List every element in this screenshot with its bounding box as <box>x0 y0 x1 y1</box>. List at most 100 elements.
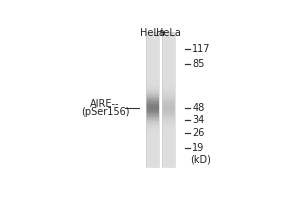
Bar <box>146 87 159 89</box>
Bar <box>163 44 175 45</box>
Bar <box>163 137 175 139</box>
Text: 85: 85 <box>192 59 205 69</box>
Bar <box>146 139 159 140</box>
Bar <box>163 132 175 133</box>
Bar <box>146 63 159 64</box>
Bar <box>146 121 159 122</box>
Bar <box>163 47 175 48</box>
Bar <box>163 106 175 108</box>
Bar <box>146 33 159 34</box>
Bar <box>146 47 159 48</box>
Bar <box>146 80 159 82</box>
Bar <box>146 99 159 101</box>
Bar <box>146 156 159 158</box>
Bar <box>146 152 159 154</box>
Text: 26: 26 <box>192 128 205 138</box>
Bar <box>146 93 159 94</box>
Bar <box>163 48 175 49</box>
Text: HeLa: HeLa <box>156 28 181 38</box>
Bar <box>163 136 175 137</box>
Bar <box>146 78 159 79</box>
Bar <box>146 127 159 128</box>
Bar <box>163 118 175 120</box>
Bar <box>146 36 159 37</box>
Bar <box>163 59 175 60</box>
Bar <box>146 95 159 97</box>
Bar <box>163 55 175 56</box>
Bar <box>163 147 175 148</box>
Bar <box>163 104 175 105</box>
Bar <box>163 158 175 159</box>
Bar <box>146 43 159 44</box>
Bar <box>146 83 159 85</box>
Bar <box>163 36 175 37</box>
Text: 19: 19 <box>192 143 204 153</box>
Bar <box>146 76 159 78</box>
Bar <box>163 110 175 112</box>
Bar <box>163 112 175 113</box>
Bar <box>163 45 175 47</box>
Bar <box>163 93 175 94</box>
Bar <box>146 49 159 51</box>
Bar <box>163 114 175 116</box>
Bar <box>163 150 175 151</box>
Bar <box>163 154 175 155</box>
Bar <box>146 150 159 151</box>
Bar <box>146 118 159 120</box>
Bar <box>146 75 159 76</box>
Bar <box>146 160 159 162</box>
Bar <box>146 86 159 87</box>
Bar <box>146 114 159 116</box>
Bar <box>146 90 159 91</box>
Bar <box>163 82 175 83</box>
Bar <box>146 106 159 108</box>
Bar <box>146 71 159 72</box>
Bar <box>146 135 159 136</box>
Bar <box>163 32 175 33</box>
Bar <box>146 91 159 93</box>
Bar <box>163 162 175 163</box>
Bar <box>163 101 175 102</box>
Bar <box>146 34 159 36</box>
Text: HeLa: HeLa <box>140 28 165 38</box>
Bar <box>146 131 159 132</box>
Bar <box>163 70 175 71</box>
Bar <box>163 34 175 36</box>
Bar <box>146 110 159 112</box>
Bar <box>146 97 159 98</box>
Bar <box>163 71 175 72</box>
Bar <box>163 99 175 101</box>
Bar <box>146 101 159 102</box>
Bar <box>163 108 175 109</box>
Bar <box>163 141 175 143</box>
Bar <box>146 120 159 121</box>
Bar <box>146 129 159 131</box>
Bar <box>146 102 159 104</box>
Bar <box>146 105 159 106</box>
Bar <box>146 98 159 99</box>
Bar <box>146 68 159 70</box>
Bar <box>146 44 159 45</box>
Bar <box>163 133 175 135</box>
Bar <box>163 66 175 67</box>
Bar <box>163 75 175 76</box>
Text: 117: 117 <box>192 44 211 54</box>
Bar <box>146 154 159 155</box>
Bar <box>163 74 175 75</box>
Bar <box>163 57 175 59</box>
Text: 48: 48 <box>192 103 204 113</box>
Bar <box>163 89 175 90</box>
Bar <box>163 91 175 93</box>
Bar <box>163 38 175 40</box>
Bar <box>146 133 159 135</box>
Bar <box>163 140 175 141</box>
Bar <box>163 76 175 78</box>
Bar <box>146 117 159 118</box>
Bar <box>163 86 175 87</box>
Bar <box>163 129 175 131</box>
Bar <box>146 32 159 167</box>
Bar <box>163 120 175 121</box>
Bar <box>163 121 175 122</box>
Bar <box>163 87 175 89</box>
Text: (kD): (kD) <box>190 154 211 164</box>
